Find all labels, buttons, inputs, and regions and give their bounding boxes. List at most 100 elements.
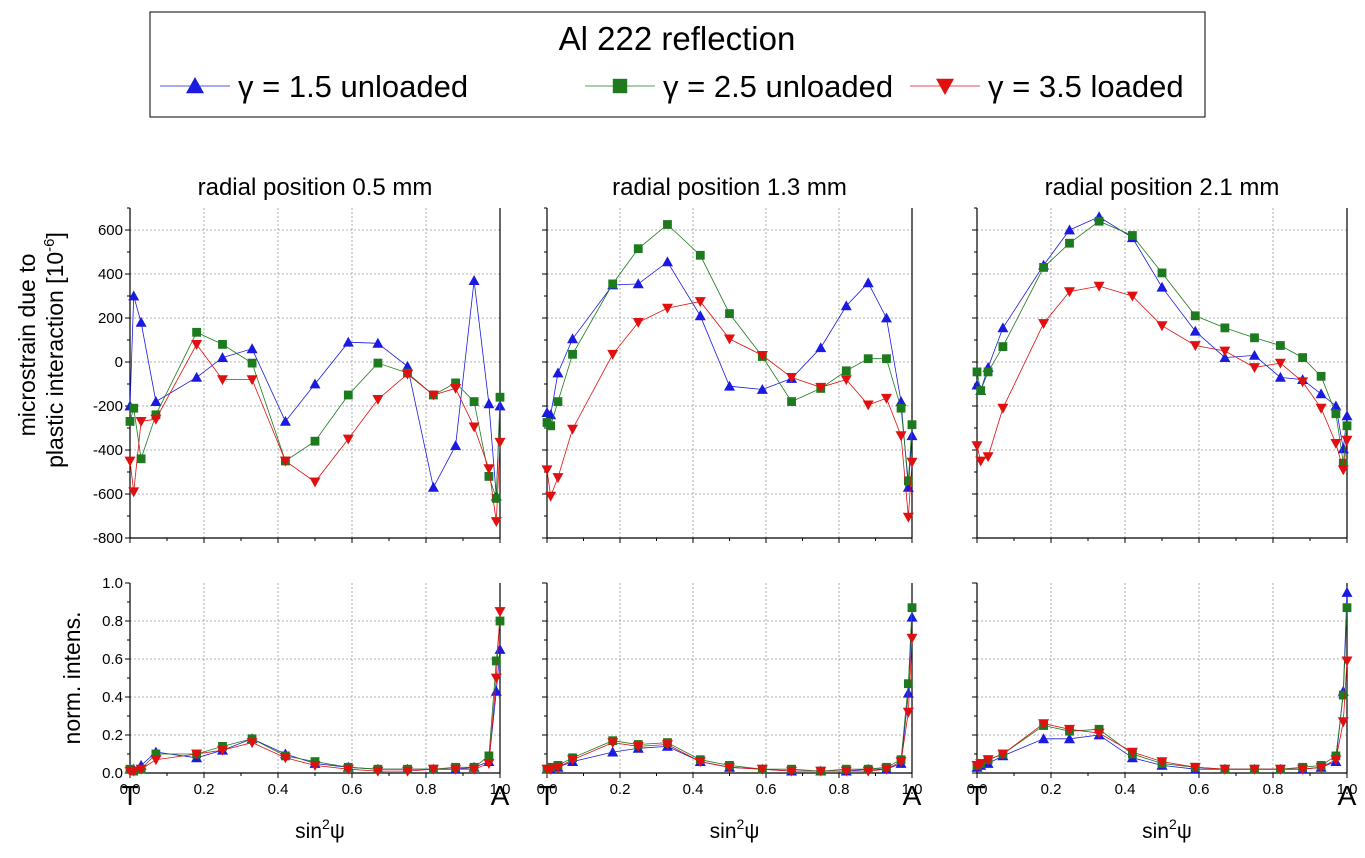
data-point	[246, 375, 258, 386]
data-point	[1341, 656, 1353, 667]
data-point	[1038, 733, 1050, 744]
data-point	[450, 440, 462, 450]
data-point	[342, 764, 354, 775]
data-point	[880, 312, 892, 323]
data-point	[552, 473, 564, 483]
x-tick-label: 0.0	[120, 781, 141, 798]
strain-axes	[541, 207, 918, 543]
data-point	[541, 465, 553, 476]
data-point	[427, 390, 439, 401]
data-point	[1064, 287, 1075, 298]
data-point	[1156, 321, 1168, 332]
data-point	[1128, 231, 1137, 240]
legend-symbol: γ	[988, 69, 1004, 104]
data-point	[608, 279, 618, 289]
data-point	[607, 746, 619, 757]
y-tick-label: 0.2	[102, 727, 123, 744]
data-point	[882, 354, 891, 364]
data-point	[663, 220, 672, 229]
data-point	[902, 512, 914, 523]
data-point	[310, 436, 320, 446]
data-point	[975, 456, 987, 467]
data-point	[1274, 371, 1286, 382]
data-point	[546, 421, 556, 431]
data-point	[1039, 263, 1048, 272]
data-point	[1219, 346, 1231, 357]
series-line	[129, 280, 501, 497]
data-point	[568, 349, 577, 359]
series	[972, 216, 1352, 468]
x-tick-label: 0.6	[1189, 781, 1210, 798]
data-point	[906, 611, 918, 622]
data-point	[907, 420, 917, 430]
panel: radial position 0.5 mm 600 400 200 0 -200 -400…	[93, 174, 510, 843]
data-point	[976, 386, 986, 395]
series-line	[546, 301, 913, 518]
data-point	[862, 766, 874, 777]
data-point	[982, 755, 994, 766]
data-point	[451, 378, 460, 388]
data-point	[491, 656, 501, 666]
data-point	[880, 764, 892, 775]
data-point	[862, 277, 874, 288]
x-label-exponent: 2	[322, 816, 330, 832]
x-end-label-right: A	[491, 780, 510, 811]
y-tick-label: 0.0	[102, 765, 123, 782]
data-point	[1064, 733, 1075, 744]
data-point	[567, 755, 579, 766]
data-point	[372, 395, 384, 405]
data-point	[902, 687, 914, 698]
x-tick-label: 0.2	[610, 781, 631, 798]
top-ylabel-line2: plastic interaction [10-6]	[41, 232, 68, 468]
data-point	[1298, 353, 1307, 362]
data-point	[725, 309, 734, 318]
data-point	[567, 333, 579, 344]
data-point	[545, 491, 557, 502]
series-line	[976, 660, 1348, 770]
data-point	[815, 382, 827, 393]
data-point	[1274, 358, 1286, 369]
data-point	[279, 456, 291, 467]
data-point	[902, 707, 914, 718]
series-line	[976, 285, 1348, 470]
data-point	[372, 337, 384, 348]
data-point	[128, 487, 140, 498]
data-point	[903, 679, 913, 689]
data-point	[484, 472, 494, 481]
data-point	[136, 454, 146, 464]
data-point	[1341, 435, 1353, 446]
data-point	[483, 759, 495, 769]
data-point	[494, 644, 506, 654]
data-point	[342, 336, 354, 347]
series	[125, 327, 505, 503]
data-point	[1190, 311, 1200, 321]
x-tick-label: 0.4	[683, 781, 704, 798]
y-tick-label: -600	[93, 486, 123, 503]
x-end-label-right: A	[903, 780, 922, 811]
data-point	[694, 310, 706, 321]
x-label-exponent: 2	[737, 816, 745, 832]
data-point	[1220, 323, 1230, 333]
data-point	[129, 403, 139, 413]
x-axis-label: sin2ψ	[295, 816, 345, 843]
data-point	[124, 456, 136, 467]
x-end-label-right: A	[1338, 780, 1357, 811]
data-point	[632, 278, 644, 289]
data-point	[494, 437, 506, 448]
data-point	[840, 375, 852, 386]
data-point	[450, 384, 462, 394]
data-point	[880, 393, 892, 404]
data-point	[450, 764, 462, 775]
data-point	[840, 766, 852, 777]
data-point	[1331, 409, 1341, 419]
data-point	[218, 340, 227, 349]
y-tick-label: -200	[93, 398, 123, 415]
x-end-label-left: T	[968, 780, 985, 811]
x-label-base: sin	[1142, 820, 1169, 843]
data-point	[1315, 388, 1327, 399]
data-point	[191, 749, 203, 760]
data-point	[135, 417, 147, 427]
y-tick-label: 1.0	[102, 575, 123, 592]
data-point	[1338, 458, 1348, 468]
data-point	[217, 375, 228, 386]
